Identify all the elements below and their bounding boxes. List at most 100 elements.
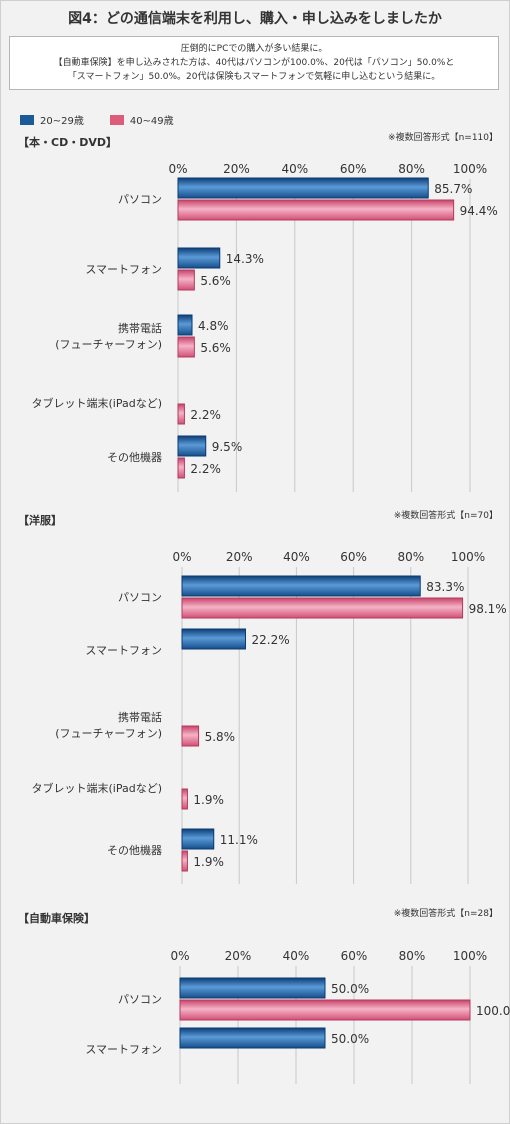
category-label: スマートフォン bbox=[85, 1043, 162, 1056]
value-label-40s: 100.0% bbox=[476, 1004, 510, 1018]
summary-box: 圧倒的にPCでの購入が多い結果に。 【自動車保険】を申し込みされた方は、40代は… bbox=[9, 36, 499, 90]
summary-line-1: 圧倒的にPCでの購入が多い結果に。 bbox=[180, 44, 328, 54]
value-label-40s: 1.9% bbox=[193, 855, 224, 869]
category-label-line: スマートフォン bbox=[85, 1043, 162, 1056]
category-label-line: 携帯電話 bbox=[118, 710, 162, 724]
category-label-line: 携帯電話 bbox=[118, 321, 162, 335]
category-label-line: パソコン bbox=[118, 993, 162, 1006]
category-label: その他機器 bbox=[107, 450, 162, 464]
bar-40s bbox=[179, 999, 471, 1021]
tick-label: 20% bbox=[223, 162, 250, 176]
value-label-40s: 94.4% bbox=[460, 204, 498, 218]
category-label-line: その他機器 bbox=[107, 450, 162, 464]
value-label-40s: 98.1% bbox=[469, 602, 507, 616]
category-label-line: タブレット端末(iPadなど) bbox=[31, 396, 162, 410]
tick-label: 20% bbox=[226, 550, 253, 564]
bar-40s bbox=[177, 269, 195, 291]
bar-20s bbox=[177, 435, 207, 457]
value-label-40s: 1.9% bbox=[193, 793, 224, 807]
bar-20s bbox=[177, 177, 429, 199]
category-label: 携帯電話 (フューチャーフォン) bbox=[55, 710, 162, 740]
category-label-line: (フューチャーフォン) bbox=[55, 727, 162, 740]
value-label-40s: 2.2% bbox=[190, 462, 221, 476]
bar-20s bbox=[179, 977, 326, 999]
chart-1: 【本・CD・DVD】 ※複数回答形式【n=110】 0% 20% 40% 60% 80% 10… bbox=[18, 131, 498, 492]
legend-item-40s: 40~49歳 bbox=[109, 112, 174, 127]
legend-label-20s: 20~29歳 bbox=[40, 116, 84, 127]
category-label-line: (フューチャーフォン) bbox=[55, 338, 162, 351]
category-label: タブレット端末(iPadなど) bbox=[31, 781, 162, 795]
tick-label: 0% bbox=[168, 162, 187, 176]
chart-2: 【洋服】 ※複数回答形式【n=70】 0% 20% 40% 60% 80% 100% パソコン 8… bbox=[18, 509, 507, 884]
bar-20s bbox=[181, 828, 215, 850]
sample-note: ※複数回答形式【n=28】 bbox=[394, 907, 498, 919]
value-label-20s: 50.0% bbox=[331, 982, 369, 996]
legend-label-40s: 40~49歳 bbox=[129, 116, 174, 127]
bar-40s bbox=[181, 597, 464, 619]
category-label: パソコン bbox=[118, 591, 162, 604]
category-label: パソコン bbox=[118, 193, 162, 206]
category-label: パソコン bbox=[118, 993, 162, 1006]
chart-3: 【自動車保険】 ※複数回答形式【n=28】 0% 20% 40% 60% 80% 100% パソ… bbox=[18, 907, 510, 1084]
tick-label: 40% bbox=[281, 162, 308, 176]
value-label-20s: 11.1% bbox=[220, 833, 258, 847]
tick-label: 60% bbox=[341, 949, 368, 963]
value-label-20s: 50.0% bbox=[331, 1032, 369, 1046]
value-label-40s: 5.6% bbox=[200, 341, 231, 355]
bar-20s bbox=[181, 575, 421, 597]
chart-title: 【本・CD・DVD】 bbox=[18, 135, 117, 149]
bar-40s bbox=[177, 457, 185, 479]
bar-40s bbox=[181, 850, 188, 872]
chart-title: 【自動車保険】 bbox=[18, 911, 95, 925]
bar-20s bbox=[177, 247, 221, 269]
value-label-20s: 83.3% bbox=[426, 580, 464, 594]
tick-label: 20% bbox=[225, 949, 252, 963]
figure-title: 図4：どの通信端末を利用し、購入・申し込みをしましたか bbox=[68, 11, 442, 27]
tick-label: 80% bbox=[399, 949, 426, 963]
summary-line-2: 【自動車保険】を申し込みされた方は、40代はパソコンが100.0%、20代は「パ… bbox=[53, 58, 455, 68]
bar-20s bbox=[181, 628, 246, 650]
tick-label: 100% bbox=[451, 550, 485, 564]
tick-label: 80% bbox=[398, 162, 425, 176]
bar-40s bbox=[181, 788, 188, 810]
tick-label: 40% bbox=[283, 949, 310, 963]
category-label: タブレット端末(iPadなど) bbox=[31, 396, 162, 410]
tick-label: 60% bbox=[340, 550, 367, 564]
bar-40s bbox=[177, 199, 455, 221]
bar-20s bbox=[177, 314, 193, 336]
category-label-line: パソコン bbox=[118, 193, 162, 206]
legend-item-20s: 20~29歳 bbox=[20, 112, 84, 127]
legend: 20~29歳 40~49歳 bbox=[20, 112, 200, 127]
category-label: 携帯電話 (フューチャーフォン) bbox=[55, 321, 162, 351]
tick-label: 100% bbox=[453, 162, 487, 176]
category-label-line: スマートフォン bbox=[85, 263, 162, 276]
value-label-20s: 85.7% bbox=[434, 182, 472, 196]
tick-label: 80% bbox=[397, 550, 424, 564]
category-label: その他機器 bbox=[107, 843, 162, 857]
value-label-20s: 22.2% bbox=[251, 633, 289, 647]
tick-label: 0% bbox=[170, 949, 189, 963]
legend-swatch-40s bbox=[109, 114, 124, 125]
bar-40s bbox=[177, 403, 185, 425]
legend-swatch-20s bbox=[20, 114, 34, 125]
value-label-40s: 2.2% bbox=[190, 408, 221, 422]
category-label-line: スマートフォン bbox=[85, 644, 162, 657]
value-label-20s: 14.3% bbox=[226, 252, 264, 266]
category-label-line: その他機器 bbox=[107, 843, 162, 857]
summary-line-3: 「スマートフォン」50.0%。20代は保険もスマートフォンで気軽に申し込むという… bbox=[67, 72, 441, 82]
value-label-20s: 9.5% bbox=[212, 440, 243, 454]
category-label-line: タブレット端末(iPadなど) bbox=[31, 781, 162, 795]
chart-title: 【洋服】 bbox=[18, 513, 62, 527]
category-label-line: パソコン bbox=[118, 591, 162, 604]
category-label: スマートフォン bbox=[85, 644, 162, 657]
tick-label: 40% bbox=[283, 550, 310, 564]
value-label-40s: 5.6% bbox=[200, 274, 231, 288]
tick-label: 60% bbox=[340, 162, 367, 176]
category-label: スマートフォン bbox=[85, 263, 162, 276]
sample-note: ※複数回答形式【n=110】 bbox=[388, 131, 498, 143]
bar-20s bbox=[179, 1027, 326, 1049]
sample-note: ※複数回答形式【n=70】 bbox=[394, 509, 498, 521]
bar-40s bbox=[177, 336, 195, 358]
bar-40s bbox=[181, 725, 200, 747]
